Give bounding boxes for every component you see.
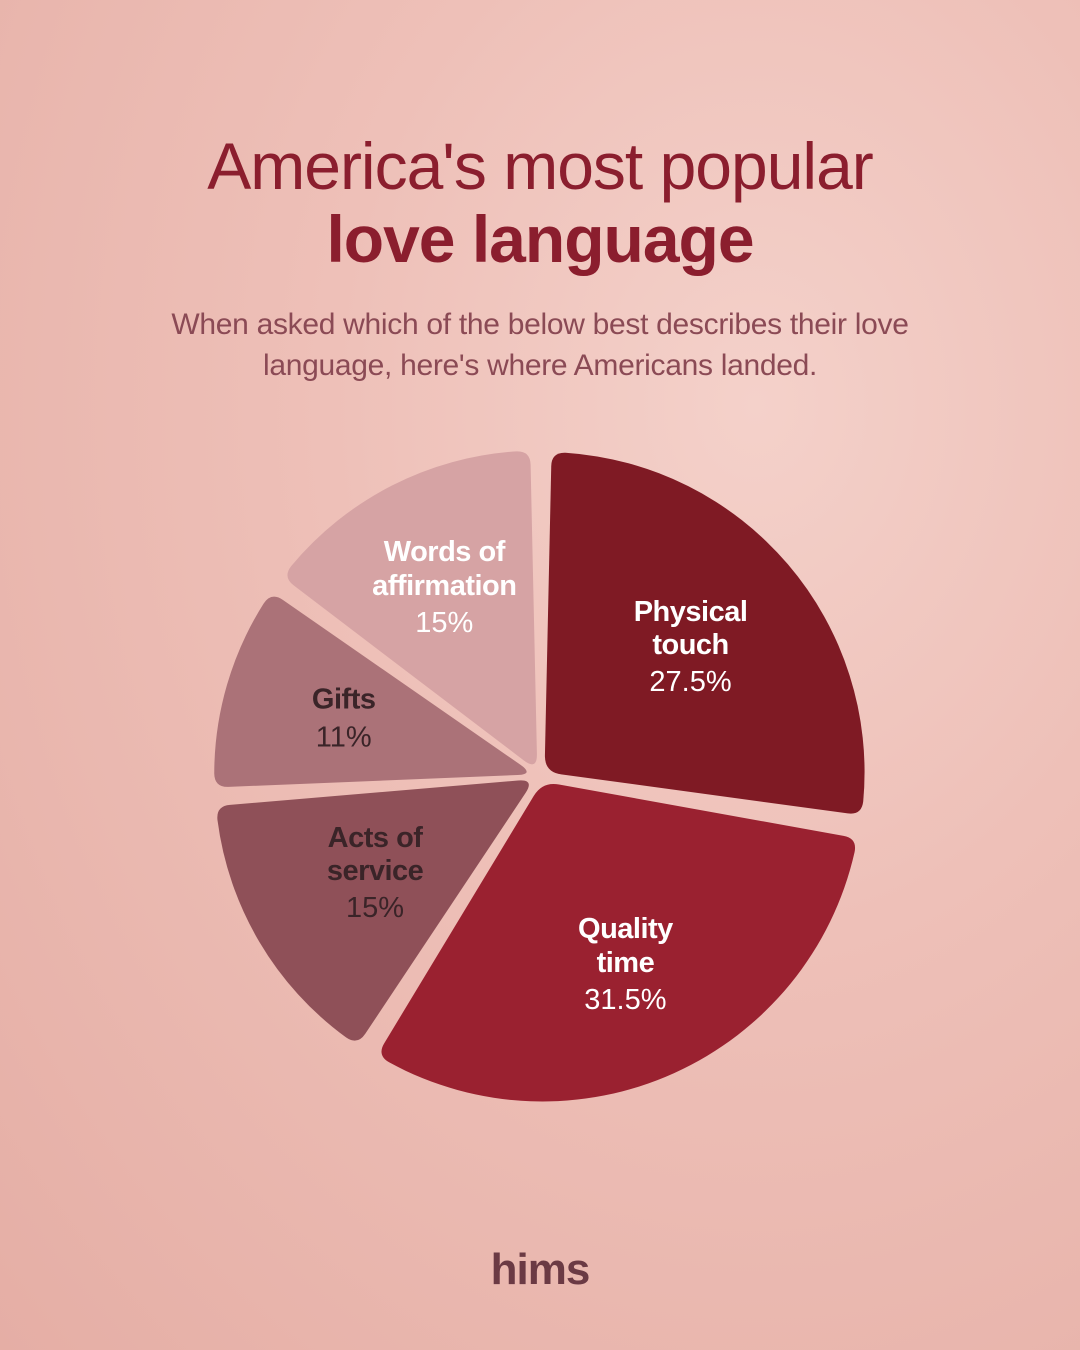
slice-value: 27.5% [634, 666, 748, 699]
slice-label: Acts ofservice15% [327, 822, 424, 926]
slice-value: 31.5% [578, 984, 673, 1017]
title-line-1: America's most popular [207, 130, 873, 203]
slice-label: Gifts 11% [312, 684, 376, 755]
brand-logo: hims [491, 1245, 590, 1295]
slice-label: Physicaltouch27.5% [634, 596, 748, 700]
slice-value: 15% [327, 892, 424, 925]
slice-label: Qualitytime 31.5% [578, 913, 673, 1017]
slice-name: Acts ofservice [327, 822, 424, 889]
page-title: America's most popular love language [207, 130, 873, 275]
slice-name: Words ofaffirmation [372, 536, 516, 603]
subtitle: When asked which of the below best descr… [130, 305, 950, 386]
slice-name: Qualitytime [578, 913, 673, 980]
title-line-2: love language [207, 203, 873, 276]
pie-svg [210, 446, 870, 1106]
pie-chart: Physicaltouch27.5% Qualitytime 31.5% Acts o… [210, 446, 870, 1106]
slice-value: 15% [372, 607, 516, 640]
slice-label: Words ofaffirmation 15% [372, 536, 516, 640]
content-area: America's most popular love language Whe… [0, 0, 1080, 1350]
slice-name: Physicaltouch [634, 596, 748, 663]
slice-value: 11% [312, 721, 376, 754]
slice-name: Gifts [312, 684, 376, 717]
